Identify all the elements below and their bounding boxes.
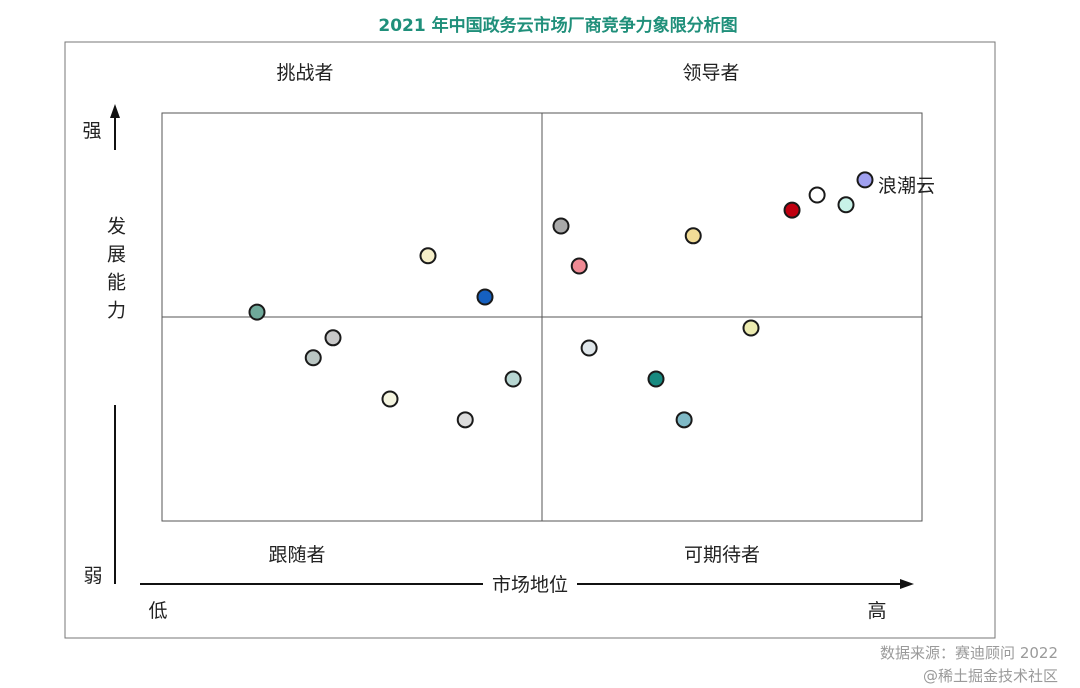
watermark: @稀土掘金技术社区 [923,667,1058,685]
data-point [837,196,855,214]
data-point [856,171,874,189]
data-point [647,370,665,388]
data-point-label: 浪潮云 [878,175,935,197]
data-point [456,411,474,429]
quadrant-label-top-left: 挑战者 [276,62,333,84]
x-low-label: 低 [148,600,167,622]
data-point [552,217,570,235]
data-points: 浪潮云 [248,171,935,429]
y-axis-arrowhead [110,104,120,118]
data-point [675,411,693,429]
x-axis-arrowhead [900,579,914,589]
chart-frame [64,41,996,639]
quadrant-label-bottom-left: 跟随者 [268,544,325,566]
data-point [248,303,266,321]
y-axis-label: 发展能力 [104,216,126,328]
y-high-label: 强 [82,120,101,142]
quadrant-label-top-right: 领导者 [682,62,739,84]
chart-title: 2021 年中国政务云市场厂商竞争力象限分析图 [378,15,737,36]
quadrant-label-bottom-right: 可期待者 [684,544,760,566]
data-point [684,227,702,245]
data-point [419,247,437,265]
x-axis-label: 市场地位 [492,574,568,596]
data-point [808,186,826,204]
data-point [324,329,342,347]
source-note: 数据来源：赛迪顾问 2022 [880,644,1058,662]
data-point [570,257,588,275]
data-point [304,349,322,367]
data-point [381,390,399,408]
data-point [783,201,801,219]
data-point [476,288,494,306]
data-point [742,319,760,337]
x-high-label: 高 [867,600,886,622]
data-point [580,339,598,357]
data-point [504,370,522,388]
y-low-label: 弱 [83,565,102,587]
